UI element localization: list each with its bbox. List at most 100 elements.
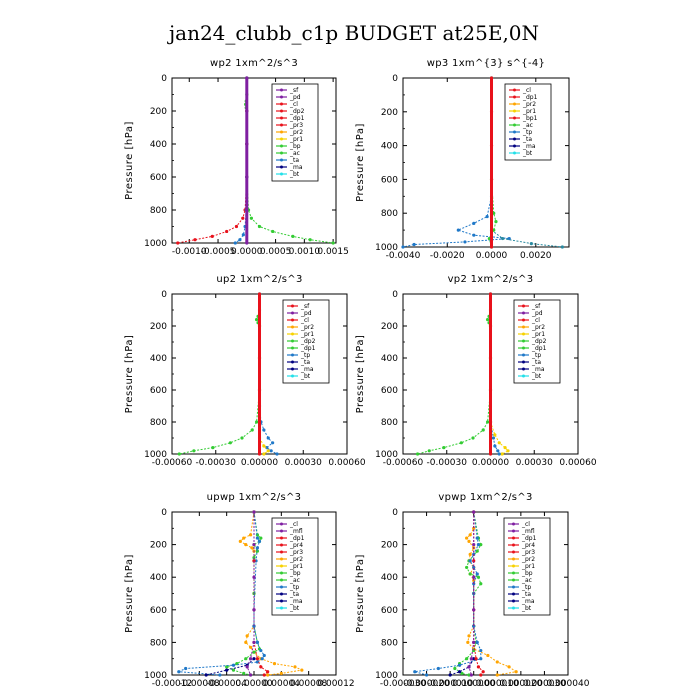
x-tick-label: 0.00008 — [290, 679, 327, 689]
data-point — [291, 234, 295, 238]
data-point — [245, 665, 249, 669]
y-tick-label: 0 — [392, 290, 398, 300]
legend-marker — [522, 304, 525, 308]
figure-title: jan24_clubb_c1p BUDGET at25E,0N — [167, 21, 539, 45]
y-tick-label: 800 — [381, 418, 398, 428]
legend-marker — [291, 353, 294, 357]
legend-marker — [512, 606, 515, 610]
x-tick-label: -0.0010 — [172, 247, 207, 257]
series-line — [449, 658, 475, 676]
legend-label: _mfl — [521, 528, 535, 535]
legend-marker — [513, 116, 516, 120]
x-tick-label: 0.00000 — [235, 679, 272, 689]
panel-title: up2 1xm^2/s^3 — [216, 274, 302, 285]
data-point — [260, 657, 264, 661]
series-line — [259, 294, 278, 455]
chart-panel: wp3 1xm^{3} s^{-4} Pressure [hPa] 0 200 400 6… — [355, 58, 570, 261]
y-tick-label: 600 — [381, 386, 398, 396]
legend-marker — [280, 95, 283, 99]
legend-marker — [522, 346, 525, 350]
data-point — [262, 428, 266, 432]
data-point — [255, 536, 260, 540]
data-point — [479, 582, 483, 586]
series-line — [179, 294, 260, 455]
data-point — [476, 665, 481, 669]
legend-marker — [280, 592, 283, 596]
legend: _sf_pd_cl_pr2_pr1_dp2_dp1_tp_ta_ma_bt — [513, 299, 561, 384]
legend-label: _ma — [289, 598, 303, 605]
data-point — [211, 446, 215, 450]
data-point — [238, 539, 242, 543]
data-point — [475, 572, 479, 576]
data-point — [472, 233, 476, 237]
data-point — [218, 673, 222, 677]
chart-panel: vpwp 1xm^2/s^3 Pressure [hPa] 0 200 400 600 80… — [355, 492, 590, 689]
data-point — [279, 671, 283, 675]
data-point — [489, 76, 494, 80]
legend-marker — [291, 311, 294, 315]
data-point — [255, 657, 260, 661]
x-tick-label: 0.00012 — [317, 679, 354, 689]
data-point — [463, 240, 467, 244]
panel-title: wp3 1xm^{3} s^{-4} — [427, 58, 545, 69]
legend-label: _pr2 — [531, 324, 545, 331]
chart-panel: upwp 1xm^2/s^3 Pressure [hPa] 0 200 400 600 80… — [124, 492, 355, 689]
legend-label: _ta — [521, 591, 531, 598]
data-point — [497, 452, 501, 456]
data-point — [472, 559, 476, 563]
x-tick-label: -0.00030 — [196, 458, 237, 468]
data-point — [257, 452, 262, 456]
data-point — [472, 565, 476, 570]
legend-marker — [280, 529, 283, 533]
data-point — [472, 575, 476, 579]
legend-marker — [291, 304, 294, 308]
series-line — [176, 511, 265, 676]
legend-label: _sf — [531, 303, 541, 310]
legend-marker — [280, 109, 283, 113]
legend-marker — [512, 592, 515, 596]
legend-marker — [513, 137, 516, 141]
data-point — [257, 292, 262, 296]
legend-label: _pr3 — [289, 549, 303, 556]
legend-marker — [513, 102, 516, 106]
legend-marker — [280, 543, 283, 547]
legend-label: _pr1 — [531, 331, 545, 338]
legend-marker — [513, 109, 516, 113]
data-point — [485, 214, 489, 219]
legend-label: _sf — [289, 87, 299, 94]
y-tick-label: 400 — [381, 573, 398, 583]
x-tick-label: -0.0040 — [386, 251, 421, 261]
chart-panel: wp2 1xm^2/s^3 Pressure [hPa] 0 200 400 600 800… — [124, 58, 349, 257]
legend-marker — [512, 585, 515, 589]
data-point — [472, 657, 476, 661]
legend: _sf_pd_cl_pr2_pr1_dp2_dp1_tp_ta_ma_bt — [282, 299, 330, 384]
data-point — [231, 663, 236, 667]
legend-label: _bt — [300, 373, 311, 380]
x-tick-label: -0.00060 — [152, 458, 193, 468]
data-point — [275, 452, 279, 456]
legend-marker — [522, 332, 525, 336]
data-point — [250, 428, 254, 432]
y-tick-label: 1000 — [144, 671, 167, 681]
data-point — [488, 452, 493, 456]
legend-marker — [280, 88, 283, 92]
data-point — [245, 76, 249, 80]
x-tick-label: -0.00004 — [206, 679, 247, 689]
data-point — [255, 546, 260, 550]
data-point — [252, 624, 256, 628]
y-tick-label: 200 — [150, 541, 167, 551]
data-point — [560, 245, 564, 249]
data-point — [481, 428, 485, 432]
data-point — [252, 657, 256, 661]
data-point — [467, 539, 471, 543]
data-point — [272, 661, 277, 666]
series-line — [417, 294, 491, 455]
data-point — [472, 526, 476, 530]
x-tick-label: 0.0000 — [476, 251, 508, 261]
legend-marker — [280, 102, 283, 106]
legend-label: _pr2 — [521, 556, 535, 563]
x-tick-label: -0.000030 — [380, 679, 426, 689]
x-tick-label: 0.00030 — [516, 458, 553, 468]
legend-marker — [522, 318, 525, 322]
